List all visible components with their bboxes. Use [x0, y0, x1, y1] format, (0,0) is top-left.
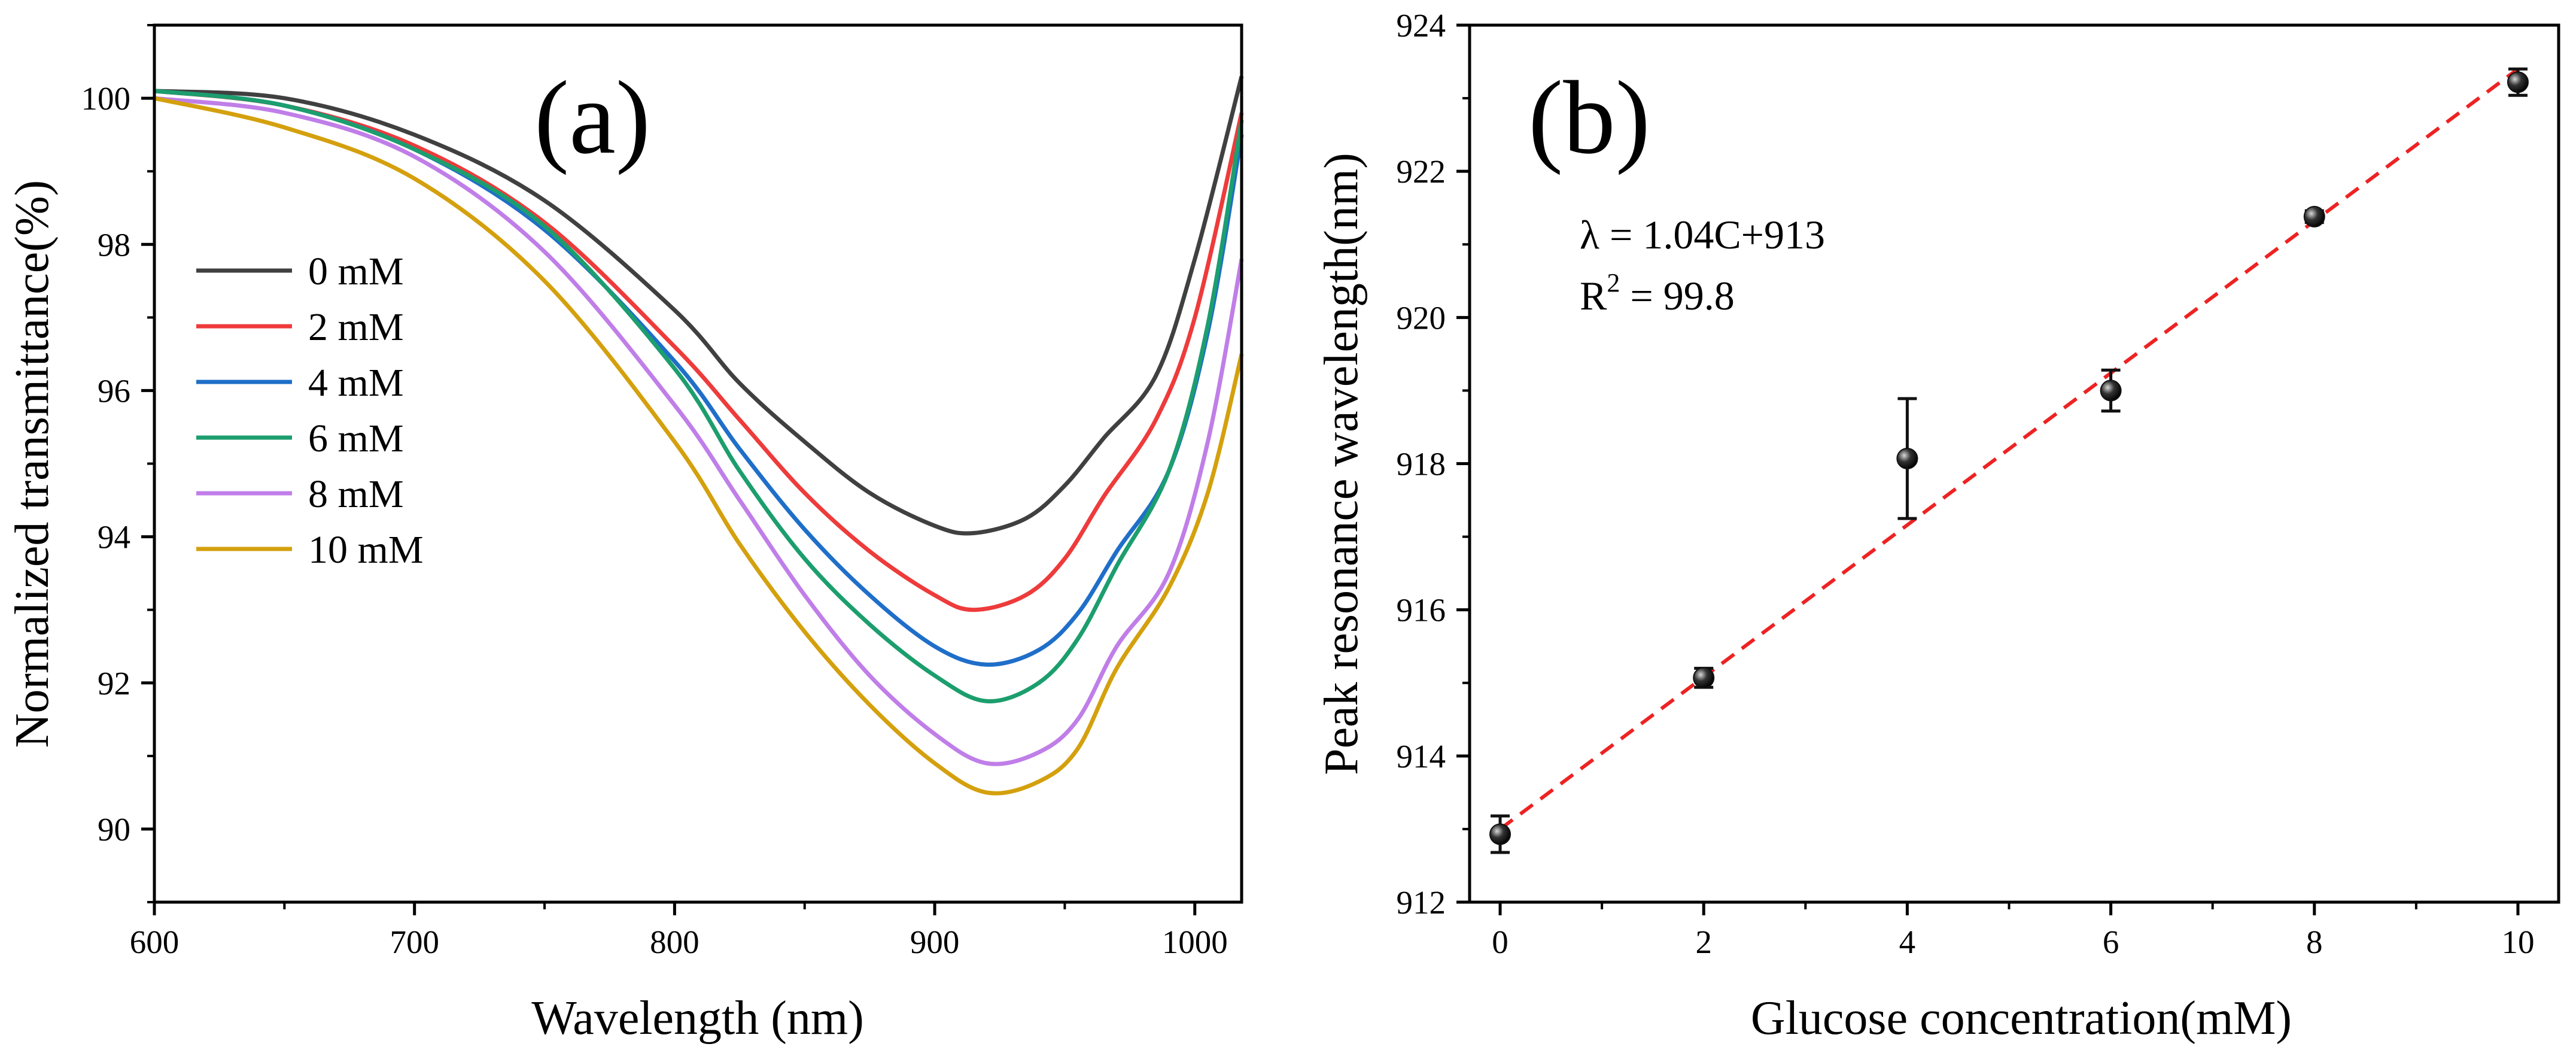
series-line-8-mm: [154, 96, 1244, 766]
panel-a-legend: 0 mM 2 mM 4 mM 6 mM 8 mM 10 mM: [196, 250, 424, 572]
panel-a-x-tick-label: 800: [650, 924, 699, 960]
panel-a-y-axis-title: Normalized transmittance(%): [6, 180, 59, 748]
panel-a: 600 700 800 900 1000 90 92 94 96 98 100 (a) Wavele…: [6, 23, 1244, 1045]
r-squared-prefix: R: [1580, 273, 1607, 318]
r-squared-power: 2: [1607, 268, 1620, 298]
panel-a-series-layer: [154, 75, 1244, 796]
panel-b-y-axis-title: Peak resonance wavelength(nm): [1315, 153, 1368, 775]
panel-b-x-axis-title: Glucose concentration(mM): [1751, 992, 2292, 1045]
panel-b-x-tick-label: 0: [1492, 924, 1509, 960]
panel-a-x-tick-label: 700: [390, 924, 439, 960]
panel-b: 0 2 4 6 8 10 912 914 916 918 920 922 924 (b) λ = 1.0…: [1315, 7, 2560, 1045]
panel-a-ticks-layer: 600 700 800 900 1000 90 92 94 96 98 100: [81, 24, 1228, 960]
panel-b-x-tick-label: 6: [2103, 924, 2119, 960]
panel-b-y-tick-label: 912: [1397, 884, 1446, 921]
data-point: [2303, 205, 2325, 227]
panel-a-x-axis-title: Wavelength (nm): [531, 992, 864, 1045]
legend-entry-label: 8 mM: [308, 472, 404, 516]
series-line-0-mm: [154, 75, 1244, 536]
data-point: [2507, 71, 2529, 93]
panel-b-y-tick-label: 914: [1397, 738, 1446, 775]
r-squared-value: = 99.8: [1620, 273, 1734, 318]
legend-entry-label: 4 mM: [308, 361, 404, 405]
panel-b-x-tick-label: 2: [1695, 924, 1712, 960]
series-line-6-mm: [154, 89, 1244, 703]
panel-b-y-tick-label: 916: [1397, 592, 1446, 629]
data-point: [1693, 667, 1715, 689]
data-point: [1896, 447, 1918, 469]
panel-a-y-tick-label: 96: [98, 372, 130, 409]
legend-entry-label: 0 mM: [308, 250, 404, 293]
panel-a-y-tick-label: 98: [98, 226, 130, 263]
panel-b-ticks-layer: 0 2 4 6 8 10 912 914 916 918 920 922 924: [1397, 7, 2535, 960]
panel-b-x-tick-label: 4: [1899, 924, 1916, 960]
panel-b-y-tick-label: 924: [1397, 7, 1446, 44]
panel-b-y-tick-label: 918: [1397, 446, 1446, 483]
panel-b-y-tick-label: 922: [1397, 153, 1446, 190]
r-squared-annotation: R2 = 99.8: [1580, 268, 1735, 318]
panel-a-label: (a): [534, 59, 650, 175]
series-line-10-mm: [154, 96, 1244, 796]
linear-fit-line: [1499, 67, 2519, 831]
panel-a-y-tick-label: 100: [81, 80, 131, 117]
panel-a-x-tick-label: 1000: [1162, 924, 1228, 960]
panel-a-x-tick-label: 900: [910, 924, 960, 960]
panel-b-x-tick-label: 8: [2306, 924, 2323, 960]
data-point: [2100, 380, 2122, 402]
panel-a-plot-frame: [153, 23, 1243, 904]
legend-entry-label: 6 mM: [308, 417, 404, 460]
panel-b-x-tick-label: 10: [2501, 924, 2534, 960]
legend-entry-label: 10 mM: [308, 528, 424, 572]
panel-a-x-tick-label: 600: [130, 924, 180, 960]
fit-equation-annotation: λ = 1.04C+913: [1580, 212, 1825, 257]
data-point: [1489, 823, 1511, 845]
panel-b-label: (b): [1528, 59, 1650, 175]
legend-entry-label: 2 mM: [308, 305, 404, 349]
panel-b-y-tick-label: 920: [1397, 299, 1446, 336]
panel-a-y-tick-label: 90: [98, 811, 130, 848]
panel-a-y-tick-label: 94: [98, 519, 130, 556]
panel-b-marks-layer: [1489, 67, 2529, 854]
series-line-2-mm: [154, 89, 1244, 612]
panel-a-y-tick-label: 92: [98, 665, 130, 702]
